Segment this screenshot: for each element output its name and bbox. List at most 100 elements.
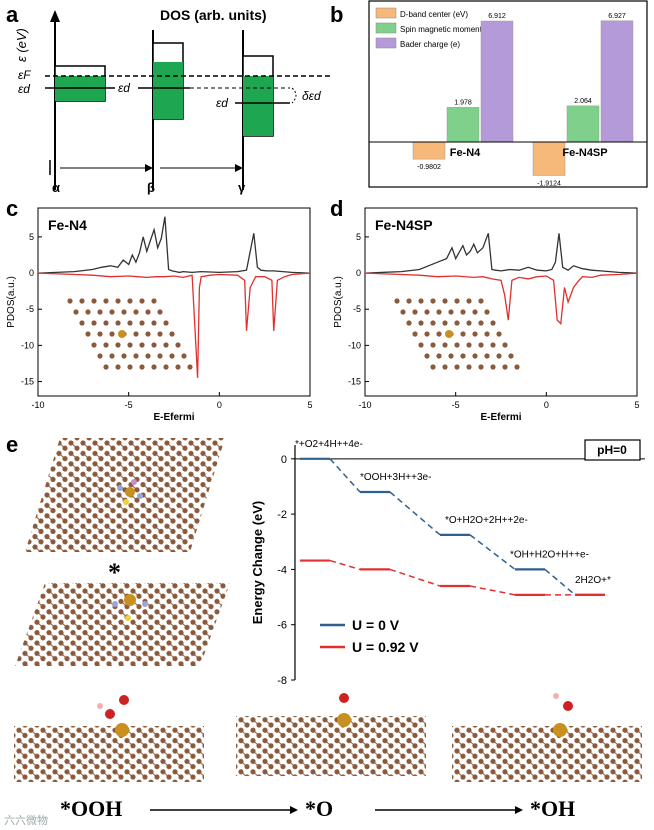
graphene-sheet-top xyxy=(25,438,225,552)
panel-c-label: c xyxy=(6,196,19,221)
delta-ed-label: δεd xyxy=(302,89,321,103)
c-atom xyxy=(502,342,508,348)
bar-value-label: 2.064 xyxy=(574,98,592,105)
intermediate-oh-label: *OH xyxy=(530,796,576,821)
c-atom xyxy=(412,331,418,337)
c-atom xyxy=(151,320,157,326)
y-axis-label: PDOS(a.u.) xyxy=(333,276,344,328)
o-atom xyxy=(105,709,115,719)
c-atom xyxy=(169,353,175,359)
o-atom xyxy=(119,695,129,705)
c-atom xyxy=(430,342,436,348)
bar-spin xyxy=(566,105,600,143)
x-tick-label: 5 xyxy=(307,400,312,410)
series-line-spin-down xyxy=(37,272,311,378)
state-arrowhead-2 xyxy=(235,164,243,172)
c-atom xyxy=(430,320,436,326)
x-tick-label: -5 xyxy=(125,400,133,410)
c-atom xyxy=(478,342,484,348)
state-alpha-label: α xyxy=(52,180,60,195)
watermark: 六六微物 xyxy=(4,815,48,827)
c-atom xyxy=(424,353,430,359)
delta-brace xyxy=(291,87,297,104)
ph-box xyxy=(584,439,641,461)
c-atom xyxy=(133,353,139,359)
state-arrowhead-1 xyxy=(145,164,153,172)
s-atom xyxy=(125,615,131,621)
pdos-chart-fe-n4: Fe-N4 -10 -5 0 5 5 0 -5 -10 -15 E-Efermi PDOS(a.u.) xyxy=(6,207,313,421)
panel-b-bars: -0.9802 1.978 6.912 Fe-N4 -1.9124 2.064 6.927 F… xyxy=(369,13,647,187)
c-atom xyxy=(496,331,502,337)
y-tick-label: 5 xyxy=(29,232,34,242)
c-atom xyxy=(133,331,139,337)
intermediate-ooh-label: *OOH xyxy=(60,796,123,821)
c-atom xyxy=(139,342,145,348)
arrowhead-1 xyxy=(290,806,298,814)
structure-inset xyxy=(394,298,520,370)
free-energy-diagram: 0 -2 -4 -6 -8 Energy Change (eV) pH=0 *+O2+4H++… xyxy=(250,439,645,687)
c-atom xyxy=(418,320,424,326)
y-tick-label: 0 xyxy=(281,454,287,466)
y-tick-label: -6 xyxy=(277,620,287,632)
structure-o xyxy=(236,693,426,776)
c-atom xyxy=(67,298,73,304)
c-atom xyxy=(478,298,484,304)
c-atom xyxy=(127,298,133,304)
ed-label-alpha: εd xyxy=(18,82,30,96)
c-atom xyxy=(103,342,109,348)
panel-b-chart: D-band center (eV) Spin magnetic moment (… xyxy=(368,0,648,188)
c-atom xyxy=(97,353,103,359)
c-atom xyxy=(424,309,430,315)
c-atom xyxy=(466,342,472,348)
c-atom xyxy=(478,364,484,370)
c-atom xyxy=(103,298,109,304)
fe-atom xyxy=(118,330,126,338)
y-tick-label: -10 xyxy=(348,340,361,350)
c-atom xyxy=(394,298,400,304)
c-atom xyxy=(484,331,490,337)
chart-title: Fe-N4 xyxy=(48,217,87,233)
panel-b-legend: D-band center (eV) Spin magnetic moment (… xyxy=(375,7,500,49)
c-atom xyxy=(145,353,151,359)
x-tick-label: -5 xyxy=(452,400,460,410)
o-atom xyxy=(563,701,573,711)
c-atom xyxy=(430,364,436,370)
c-atom xyxy=(454,364,460,370)
c-atom xyxy=(97,331,103,337)
c-atom xyxy=(490,364,496,370)
c-atom xyxy=(442,364,448,370)
bar-value-label: 1.978 xyxy=(454,99,472,106)
structure-oh xyxy=(452,693,642,782)
x-tick-label: 5 xyxy=(634,400,639,410)
y-tick-label: -15 xyxy=(21,377,34,387)
c-atom xyxy=(115,320,121,326)
energy-connector-0 xyxy=(389,491,441,536)
bar-bader xyxy=(480,20,514,143)
fe-atom xyxy=(445,330,453,338)
energy-connector-1 xyxy=(389,568,441,587)
bar-value-label: 6.912 xyxy=(488,13,506,20)
c-atom xyxy=(472,309,478,315)
legend-swatch xyxy=(375,37,397,49)
step-label: *+O2+4H++4e- xyxy=(295,439,363,450)
c-atom xyxy=(115,364,121,370)
x-axis-label: E-Efermi xyxy=(153,412,194,421)
c-atom xyxy=(181,353,187,359)
h-atom xyxy=(97,703,103,709)
energy-axis-label: ε (eV) xyxy=(14,28,29,62)
panel-a-diagram: DOS (arb. units) ε (eV) εF εd εd εd δεd … xyxy=(14,7,330,195)
panel-d-label: d xyxy=(330,196,344,221)
c-atom xyxy=(121,309,127,315)
o-atom xyxy=(339,693,349,703)
c-atom xyxy=(466,320,472,326)
fe-atom-oh xyxy=(553,723,567,737)
dos-title: DOS (arb. units) xyxy=(160,7,267,23)
c-atom xyxy=(115,298,121,304)
x-axis-label: E-Efermi xyxy=(480,412,521,421)
c-atom xyxy=(406,320,412,326)
fe-atom-ooh xyxy=(115,723,129,737)
group-label: Fe-N4SP xyxy=(562,147,607,159)
fe-atom-o xyxy=(337,713,351,727)
series-line-spin-up xyxy=(37,216,311,274)
c-atom xyxy=(103,364,109,370)
